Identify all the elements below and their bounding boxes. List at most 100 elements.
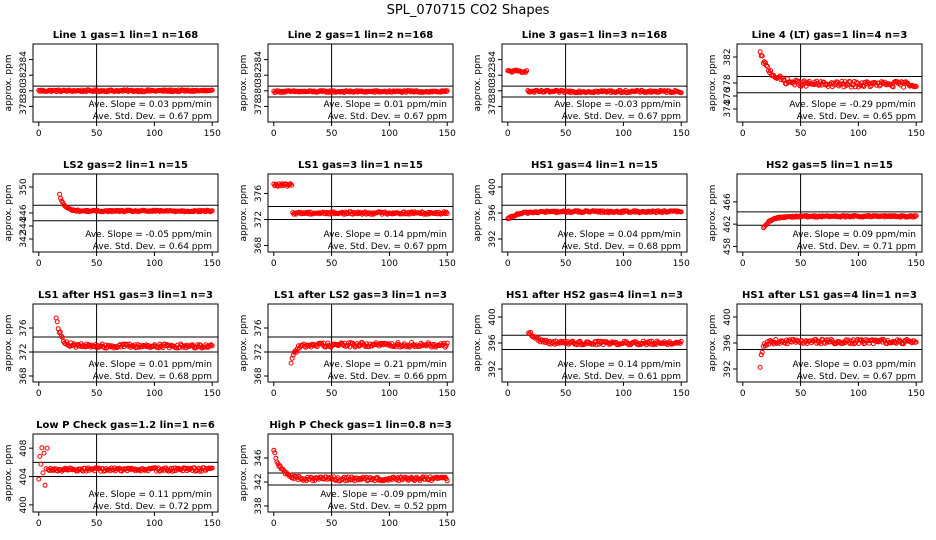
data-point: [328, 209, 333, 215]
y-axis-label: approx. ppm: [239, 185, 249, 242]
y-tick-label: 462: [723, 216, 733, 233]
y-tick-label: 350: [19, 178, 29, 195]
x-tick-label: 0: [505, 129, 511, 139]
panel-title: LS1 after HS1 gas=3 lin=1 n=3: [38, 290, 213, 301]
x-tick-label: 150: [439, 129, 456, 139]
data-point: [395, 475, 401, 481]
panel-title: LS1 after LS2 gas=3 lin=1 n=3: [274, 290, 447, 301]
plot-frame: [32, 303, 219, 383]
stats-annotation: Ave. Slope = 0.11 ppm/min: [88, 490, 212, 500]
panel-title: LS2 gas=2 lin=1 n=15: [63, 160, 188, 171]
stats-annotation: Ave. Slope = 0.03 ppm/min: [792, 360, 916, 370]
y-axis-label: approx. ppm: [473, 315, 483, 372]
stats-annotation: Ave. Slope = 0.14 ppm/min: [323, 230, 447, 240]
data-point: [363, 344, 368, 350]
data-point: [768, 68, 774, 74]
y-axis-label: approx. ppm: [708, 185, 718, 242]
y-tick-label: 376: [254, 319, 264, 336]
data-point: [843, 337, 849, 343]
x-tick-label: 0: [36, 519, 42, 529]
data-point: [41, 450, 47, 456]
data-point: [678, 90, 684, 96]
stats-annotation: Ave. Slope = 0.03 ppm/min: [88, 100, 212, 110]
x-tick-label: 100: [850, 259, 867, 269]
x-tick-label: 0: [36, 259, 42, 269]
y-tick-label: 372: [19, 343, 29, 360]
data-point: [384, 341, 389, 347]
y-axis-label: approx. ppm: [4, 55, 14, 112]
panel-title: Line 1 gas=1 lin=1 n=168: [53, 30, 199, 41]
data-point: [58, 333, 64, 339]
y-tick-label: 380: [19, 82, 29, 99]
chart-panel: Low P Check gas=1.2 lin=1 n=6 0 50 100 150 40…: [4, 420, 221, 529]
x-tick-label: 0: [36, 129, 42, 139]
x-tick-label: 50: [326, 259, 338, 269]
x-tick-label: 50: [91, 129, 103, 139]
data-point: [351, 475, 357, 481]
x-tick-label: 50: [91, 389, 103, 399]
x-tick-label: 150: [204, 519, 221, 529]
y-tick-label: 382: [488, 67, 498, 84]
y-tick-label: 374: [723, 100, 733, 117]
y-tick-label: 384: [19, 51, 29, 68]
y-tick-label: 376: [19, 319, 29, 336]
x-tick-label: 50: [326, 389, 338, 399]
data-point: [867, 84, 873, 90]
x-tick-label: 50: [91, 259, 103, 269]
x-tick-label: 0: [36, 389, 42, 399]
y-tick-label: 400: [723, 308, 733, 325]
data-point: [209, 343, 215, 349]
y-tick-label: 372: [254, 211, 264, 228]
x-tick-label: 100: [146, 259, 163, 269]
y-tick-label: 404: [19, 468, 29, 485]
data-point: [765, 64, 770, 69]
x-tick-label: 150: [439, 259, 456, 269]
y-tick-label: 382: [723, 48, 733, 65]
data-point: [37, 453, 43, 459]
stats-annotation: Ave. Std. Dev. = 0.68 ppm: [562, 242, 681, 252]
x-tick-label: 0: [740, 129, 746, 139]
data-point: [99, 341, 105, 347]
stats-annotation: Ave. Std. Dev. = 0.67 ppm: [328, 242, 447, 252]
x-tick-label: 150: [673, 259, 690, 269]
stats-annotation: Ave. Std. Dev. = 0.71 ppm: [797, 242, 916, 252]
data-point: [763, 342, 769, 348]
data-point: [789, 214, 795, 220]
data-point: [759, 53, 765, 59]
data-point: [444, 211, 450, 216]
panel-title: Low P Check gas=1.2 lin=1 n=6: [36, 420, 215, 431]
panel-title: LS1 gas=3 lin=1 n=15: [298, 160, 423, 171]
y-axis-label: approx. ppm: [473, 185, 483, 242]
y-tick-label: 378: [488, 98, 498, 115]
data-point: [820, 337, 826, 343]
y-tick-label: 344: [19, 217, 29, 234]
y-tick-label: 392: [488, 360, 498, 377]
data-point: [854, 79, 859, 85]
data-point: [534, 335, 540, 341]
data-point: [342, 478, 348, 484]
data-point: [853, 84, 858, 90]
data-point: [912, 214, 918, 220]
data-point: [678, 209, 684, 215]
panel-title: Line 3 gas=1 lin=3 n=168: [522, 30, 668, 41]
data-point: [763, 63, 769, 68]
x-tick-label: 50: [91, 519, 103, 529]
data-point: [761, 59, 767, 65]
data-point: [890, 84, 896, 90]
chart-panel: LS1 after LS2 gas=3 lin=1 n=3 0 50 100 150 36…: [239, 290, 456, 399]
chart-panel: LS1 gas=3 lin=1 n=15 0 50 100 150 368 372 376 ap…: [239, 160, 456, 269]
x-tick-label: 0: [505, 389, 511, 399]
x-tick-label: 150: [204, 129, 221, 139]
x-tick-label: 150: [673, 389, 690, 399]
data-point: [615, 342, 621, 348]
y-tick-label: 392: [488, 230, 498, 247]
stats-annotation: Ave. Std. Dev. = 0.66 ppm: [328, 372, 447, 382]
data-point: [297, 475, 303, 481]
data-point: [858, 83, 864, 89]
data-point: [901, 84, 907, 90]
y-axis-label: approx. ppm: [239, 315, 249, 372]
panel-title: HS1 after LS1 gas=4 lin=1 n=3: [742, 290, 917, 301]
panel-title: Line 4 (LT) gas=1 lin=4 n=3: [752, 30, 908, 41]
